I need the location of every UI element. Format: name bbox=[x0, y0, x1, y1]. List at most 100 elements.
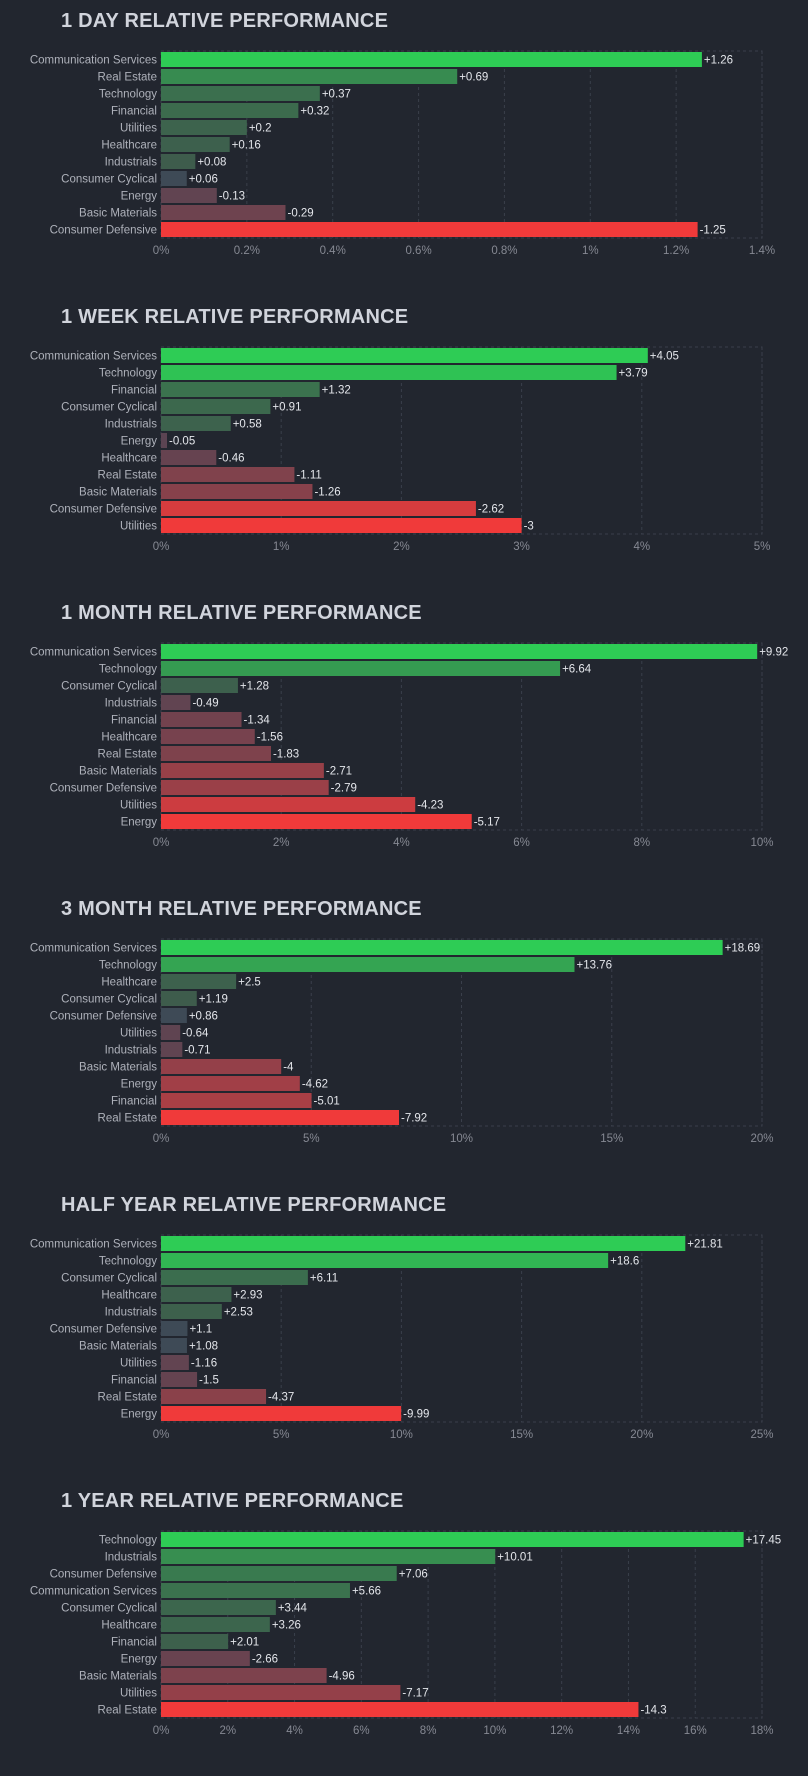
value-label: +3.26 bbox=[272, 1620, 301, 1632]
bar bbox=[161, 205, 286, 220]
category-label: Consumer Defensive bbox=[50, 225, 157, 237]
category-label: Basic Materials bbox=[79, 1341, 157, 1353]
tick-label: 1.4% bbox=[749, 245, 775, 257]
bar bbox=[161, 1617, 270, 1632]
value-label: +2.93 bbox=[233, 1290, 262, 1302]
bar bbox=[161, 1076, 300, 1091]
tick-label: 4% bbox=[633, 541, 650, 553]
bar bbox=[161, 154, 196, 169]
bar bbox=[161, 1389, 267, 1404]
bar bbox=[161, 678, 238, 693]
category-label: Energy bbox=[121, 1654, 158, 1666]
bar bbox=[161, 1236, 686, 1251]
category-label: Healthcare bbox=[101, 977, 157, 989]
tick-label: 20% bbox=[750, 1133, 773, 1145]
category-label: Consumer Defensive bbox=[50, 1324, 157, 1336]
bar bbox=[161, 103, 299, 118]
bar bbox=[161, 222, 698, 237]
bar bbox=[161, 52, 702, 67]
tick-label: 5% bbox=[754, 541, 771, 553]
chart-1-day: 1 DAY RELATIVE PERFORMANCE Communication… bbox=[0, 0, 808, 296]
bar bbox=[161, 69, 458, 84]
value-label: -4.37 bbox=[268, 1392, 294, 1404]
category-label: Real Estate bbox=[98, 749, 157, 761]
bar bbox=[161, 86, 320, 101]
bar bbox=[161, 450, 217, 465]
category-label: Healthcare bbox=[101, 140, 157, 152]
value-label: +9.92 bbox=[759, 647, 788, 659]
bar bbox=[161, 1270, 308, 1285]
chart-1-year: 1 YEAR RELATIVE PERFORMANCE Technology +1… bbox=[0, 1480, 808, 1776]
tick-label: 0.2% bbox=[234, 245, 260, 257]
value-label: -2.79 bbox=[331, 783, 357, 795]
bar bbox=[161, 518, 522, 533]
chart-title: 1 WEEK RELATIVE PERFORMANCE bbox=[61, 306, 409, 328]
tick-label: 10% bbox=[750, 837, 773, 849]
bar bbox=[161, 399, 271, 414]
category-label: Healthcare bbox=[101, 732, 157, 744]
tick-label: 0% bbox=[153, 245, 170, 257]
category-label: Communication Services bbox=[30, 351, 157, 363]
chart-title: 3 MONTH RELATIVE PERFORMANCE bbox=[61, 898, 422, 920]
value-label: -1.83 bbox=[273, 749, 299, 761]
category-label: Industrials bbox=[105, 1045, 158, 1057]
value-label: +0.06 bbox=[189, 174, 218, 186]
value-label: -4.62 bbox=[302, 1079, 328, 1091]
category-label: Healthcare bbox=[101, 1620, 157, 1632]
category-label: Technology bbox=[99, 89, 157, 101]
tick-label: 4% bbox=[393, 837, 410, 849]
category-label: Communication Services bbox=[30, 1239, 157, 1251]
bar bbox=[161, 814, 472, 829]
category-label: Consumer Cyclical bbox=[61, 174, 157, 186]
value-label: -1.16 bbox=[191, 1358, 217, 1370]
bar bbox=[161, 1008, 187, 1023]
bar bbox=[161, 382, 320, 397]
bar bbox=[161, 348, 648, 363]
tick-label: 15% bbox=[510, 1429, 533, 1441]
value-label: +1.08 bbox=[189, 1341, 218, 1353]
category-label: Technology bbox=[99, 960, 157, 972]
bar bbox=[161, 171, 187, 186]
bar bbox=[161, 1583, 350, 1598]
value-label: +18.6 bbox=[610, 1256, 639, 1268]
value-label: -4 bbox=[283, 1062, 294, 1074]
value-label: +10.01 bbox=[497, 1552, 533, 1564]
tick-label: 15% bbox=[600, 1133, 623, 1145]
value-label: +0.58 bbox=[233, 419, 262, 431]
category-label: Industrials bbox=[105, 157, 158, 169]
bar bbox=[161, 746, 271, 761]
value-label: +0.08 bbox=[197, 157, 226, 169]
tick-label: 5% bbox=[303, 1133, 320, 1145]
bar bbox=[161, 1042, 183, 1057]
category-label: Financial bbox=[111, 385, 157, 397]
bar bbox=[161, 1651, 250, 1666]
bar bbox=[161, 940, 723, 955]
category-label: Utilities bbox=[120, 1358, 157, 1370]
bar bbox=[161, 797, 416, 812]
category-label: Energy bbox=[121, 817, 158, 829]
tick-label: 25% bbox=[750, 1429, 773, 1441]
value-label: -7.92 bbox=[401, 1113, 427, 1125]
bar bbox=[161, 1600, 276, 1615]
category-label: Communication Services bbox=[30, 1586, 157, 1598]
value-label: +2.53 bbox=[224, 1307, 253, 1319]
tick-label: 6% bbox=[513, 837, 530, 849]
category-label: Basic Materials bbox=[79, 1062, 157, 1074]
bar bbox=[161, 780, 329, 795]
bar bbox=[161, 1549, 496, 1564]
category-label: Consumer Cyclical bbox=[61, 994, 157, 1006]
tick-label: 1.2% bbox=[663, 245, 689, 257]
value-label: -9.99 bbox=[403, 1409, 429, 1421]
category-label: Utilities bbox=[120, 800, 157, 812]
tick-label: 0% bbox=[153, 1725, 170, 1737]
value-label: -4.96 bbox=[329, 1671, 355, 1683]
value-label: -5.17 bbox=[474, 817, 500, 829]
value-label: +18.69 bbox=[725, 943, 761, 955]
value-label: +0.86 bbox=[189, 1011, 218, 1023]
bar bbox=[161, 137, 230, 152]
category-label: Consumer Defensive bbox=[50, 1011, 157, 1023]
bar bbox=[161, 974, 237, 989]
bar bbox=[161, 1668, 327, 1683]
category-label: Financial bbox=[111, 106, 157, 118]
bar bbox=[161, 1304, 222, 1319]
